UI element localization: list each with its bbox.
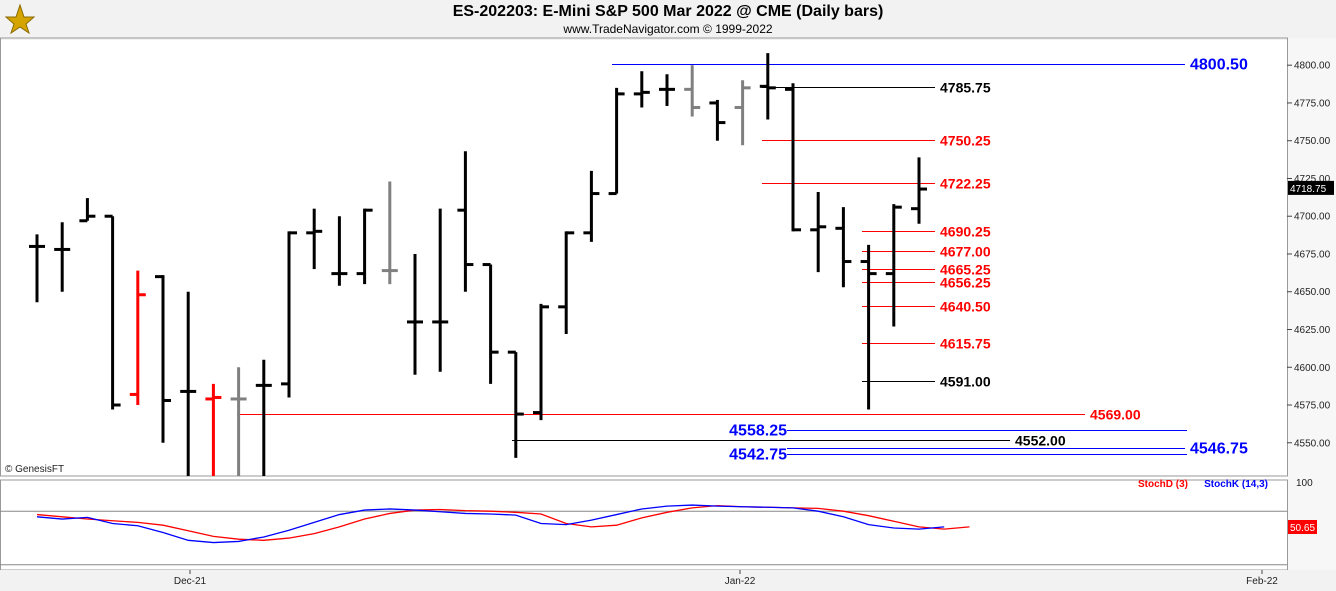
stochK-legend: StochK (14,3) xyxy=(1204,479,1268,490)
ohlc-bar xyxy=(255,359,272,476)
price-panel-frame xyxy=(0,37,1288,477)
ohlc-bar xyxy=(911,157,927,224)
y-tick-label: 4600.00 xyxy=(1294,363,1331,374)
watermark: © GenesisFT xyxy=(5,464,64,475)
time-axis: Dec-21 Jan-22 Feb-22 xyxy=(174,570,1278,587)
y-tick-label: 4625.00 xyxy=(1294,325,1331,336)
stoch-axis-label: 100 xyxy=(1296,478,1313,489)
ohlc-bar xyxy=(356,208,373,285)
stochD-value: 50.65 xyxy=(1290,523,1315,534)
ohlc-bar xyxy=(860,244,877,410)
stochastic-panel: 100 StochD (3) StochK (14,3) 50.65 xyxy=(0,478,1317,566)
ohlc-bar xyxy=(306,208,323,270)
ohlc-bar xyxy=(633,71,650,108)
price-level-label: 4722.25 xyxy=(940,176,991,192)
x-tick-label: Jan-22 xyxy=(725,576,756,587)
ohlc-bar xyxy=(432,208,449,372)
ohlc-bar xyxy=(54,222,71,292)
ohlc-bar xyxy=(558,231,575,335)
ohlc-bar xyxy=(155,275,171,443)
chart-header: ES-202203: E-Mini S&P 500 Mar 2022 @ CME… xyxy=(0,0,1336,40)
ohlc-bar xyxy=(331,216,348,286)
time-axis-background xyxy=(0,570,1336,591)
ohlc-bar xyxy=(205,383,222,476)
price-level-label: 4552.00 xyxy=(1015,433,1066,449)
ohlc-bar xyxy=(608,87,625,196)
ohlc-bar xyxy=(79,198,96,223)
price-level-label: 4665.25 xyxy=(940,262,991,278)
price-level-label: 4785.75 xyxy=(940,80,991,96)
price-axis: 4550.00 4575.00 4600.00 4625.00 4650.00 4675.… xyxy=(1287,61,1334,449)
y-tick-label: 4550.00 xyxy=(1294,438,1331,449)
stochK-series xyxy=(36,504,945,544)
price-bars xyxy=(29,53,927,476)
stochD-series xyxy=(36,504,970,541)
price-level-label: 4591.00 xyxy=(940,374,991,390)
price-level-label: 4677.00 xyxy=(940,244,991,260)
ohlc-bar xyxy=(230,367,247,476)
y-tick-label: 4575.00 xyxy=(1294,401,1331,412)
ohlc-bar xyxy=(659,74,675,106)
ohlc-bar xyxy=(533,303,549,421)
chart-title: ES-202203: E-Mini S&P 500 Mar 2022 @ CME… xyxy=(452,3,884,20)
axis-background xyxy=(1288,38,1336,570)
ohlc-bar xyxy=(457,151,474,292)
ohlc-bar xyxy=(835,207,852,288)
y-tick-label: 4725.00 xyxy=(1294,174,1331,185)
x-tick-label: Feb-22 xyxy=(1246,576,1278,587)
ohlc-bar xyxy=(810,192,827,273)
ohlc-bar xyxy=(759,53,776,120)
chart-frame xyxy=(0,37,1336,591)
ohlc-bar xyxy=(583,170,600,242)
stochD-value-tag xyxy=(1288,520,1317,534)
ohlc-bar xyxy=(785,83,801,232)
logo-icon xyxy=(4,3,36,35)
price-level-label: 4615.75 xyxy=(940,336,991,352)
ohlc-bar xyxy=(180,291,197,476)
ohlc-bar xyxy=(381,181,398,285)
price-level-label: 4656.25 xyxy=(940,275,991,291)
price-level-label: 4750.25 xyxy=(940,133,991,149)
y-tick-label: 4750.00 xyxy=(1294,136,1331,147)
y-tick-label: 4700.00 xyxy=(1294,212,1331,223)
y-tick-label: 4675.00 xyxy=(1294,249,1331,260)
chart-subtitle: www.TradeNavigator.com © 1999-2022 xyxy=(563,22,773,36)
price-level-label: 4690.25 xyxy=(940,224,991,240)
ohlc-bar xyxy=(482,263,499,384)
ohlc-bar xyxy=(29,234,45,303)
ohlc-bar xyxy=(281,231,297,398)
ohlc-bar xyxy=(885,204,902,327)
ohlc-bar xyxy=(407,253,423,375)
price-level-label: 4640.50 xyxy=(940,299,991,315)
y-tick-label: 4800.00 xyxy=(1294,61,1331,72)
ohlc-bar xyxy=(709,99,726,141)
ohlc-bar xyxy=(129,270,146,406)
stoch-panel-frame xyxy=(0,479,1288,571)
last-price-label: 4718.75 xyxy=(1290,184,1327,195)
ohlc-bar xyxy=(507,350,524,458)
ohlc-bar xyxy=(734,80,751,146)
price-level-label: 4542.75 xyxy=(729,447,787,464)
ohlc-bar xyxy=(104,214,121,410)
stochD-legend: StochD (3) xyxy=(1138,479,1188,490)
price-levels: 4800.50 4785.75 4750.25 4722.25 4690.25 4677.… xyxy=(237,57,1248,464)
price-level-label: 4546.75 xyxy=(1190,441,1248,458)
price-level-label: 4569.00 xyxy=(1090,407,1141,423)
ohlc-bar xyxy=(684,65,701,117)
price-level-label: 4558.25 xyxy=(729,423,787,440)
x-tick-label: Dec-21 xyxy=(174,576,207,587)
y-tick-label: 4650.00 xyxy=(1294,287,1331,298)
y-tick-label: 4775.00 xyxy=(1294,98,1331,109)
last-price-tag xyxy=(1288,180,1334,195)
price-level-label: 4800.50 xyxy=(1190,57,1248,74)
